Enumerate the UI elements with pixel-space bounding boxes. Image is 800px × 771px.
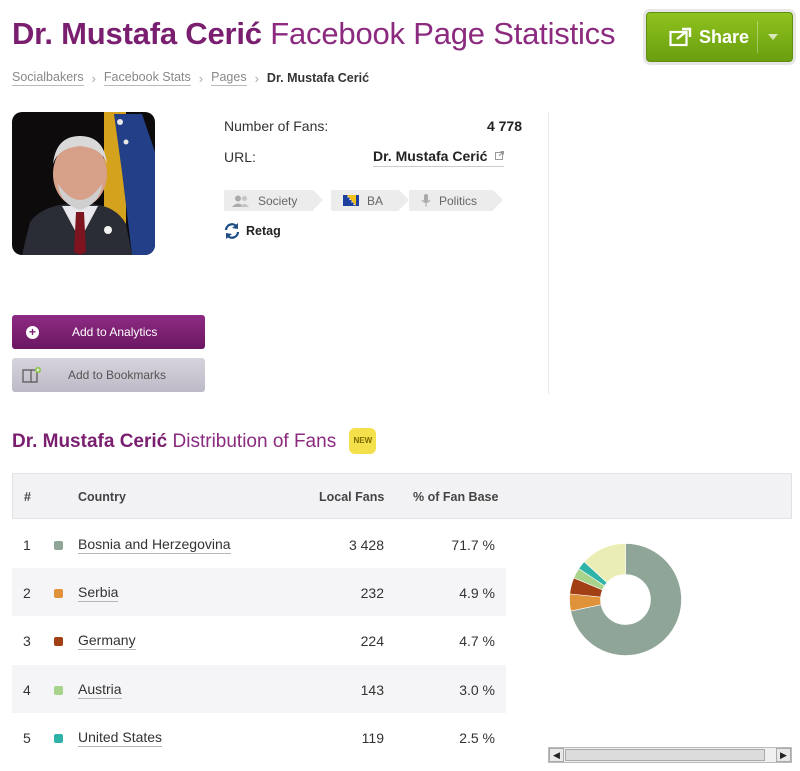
bookmark-icon <box>22 367 41 383</box>
row-rank: 4 <box>23 682 31 698</box>
row-local-fans: 119 <box>361 730 384 746</box>
chevron-down-icon[interactable] <box>768 34 778 40</box>
retag-label: Retag <box>246 224 281 238</box>
avatar <box>12 112 155 255</box>
row-fan-base-pct: 4.7 % <box>459 633 495 649</box>
legend-swatch <box>54 637 63 646</box>
distribution-title-name: Dr. Mustafa Cerić <box>12 431 168 452</box>
legend-swatch <box>54 686 63 695</box>
page-url-link[interactable]: Dr. Mustafa Cerić <box>373 148 505 167</box>
fans-label: Number of Fans: <box>224 118 329 134</box>
refresh-icon <box>224 223 240 239</box>
row-rank: 1 <box>23 537 31 553</box>
add-to-bookmarks-label: Add to Bookmarks <box>68 368 167 382</box>
tag-country-label: BA <box>367 193 384 208</box>
plus-icon: + <box>26 325 39 339</box>
share-label: Share <box>699 26 750 47</box>
external-link-icon <box>495 151 505 160</box>
chevron-right-icon: › <box>198 70 204 86</box>
breadcrumb-current: Dr. Mustafa Cerić <box>266 71 370 85</box>
column-rank: # <box>24 490 31 504</box>
row-local-fans: 3 428 <box>348 537 384 553</box>
tag-politics-label: Politics <box>439 193 478 208</box>
table-row: 5 United States 119 2.5 % <box>12 713 506 761</box>
row-country-link[interactable]: Serbia <box>78 584 119 602</box>
legend-swatch <box>54 734 63 743</box>
breadcrumb-facebook-stats[interactable]: Facebook Stats <box>103 70 191 86</box>
chevron-right-icon: › <box>91 70 96 86</box>
table-row: 2 Serbia 232 4.9 % <box>12 568 506 616</box>
row-local-fans: 143 <box>360 682 384 698</box>
tag-politics[interactable]: Politics <box>409 190 504 211</box>
row-local-fans: 224 <box>360 633 384 649</box>
scrollbar-thumb[interactable] <box>565 749 765 761</box>
add-to-bookmarks-button[interactable]: Add to Bookmarks <box>12 358 205 392</box>
fans-count: 4 778 <box>486 118 522 134</box>
page-title-suffix: Facebook Page Statistics <box>270 16 616 51</box>
page-url-text: Dr. Mustafa Cerić <box>373 148 488 164</box>
page-title: Dr. Mustafa Cerić Facebook Page Statisti… <box>12 14 615 54</box>
microphone-icon <box>421 194 431 207</box>
add-to-analytics-label: Add to Analytics <box>72 325 158 339</box>
share-icon <box>669 27 692 47</box>
legend-swatch <box>54 541 63 550</box>
column-fan-base-pct: % of Fan Base <box>413 490 499 504</box>
users-icon <box>232 195 249 207</box>
page-title-name: Dr. Mustafa Cerić <box>12 16 262 51</box>
row-fan-base-pct: 2.5 % <box>459 730 495 746</box>
breadcrumb: Socialbakers › Facebook Stats › Pages › … <box>12 70 369 86</box>
share-divider <box>757 21 758 53</box>
new-badge: NEW <box>349 428 377 454</box>
row-local-fans: 232 <box>360 585 384 601</box>
column-local-fans: Local Fans <box>319 490 385 504</box>
breadcrumb-pages[interactable]: Pages <box>211 70 247 86</box>
column-country: Country <box>78 490 126 504</box>
distribution-title: Dr. Mustafa Cerić Distribution of Fans N… <box>12 428 377 454</box>
breadcrumb-socialbakers[interactable]: Socialbakers <box>12 70 84 86</box>
legend-swatch <box>54 589 63 598</box>
scroll-left-icon[interactable]: ◀ <box>549 748 564 762</box>
donut-slice-other <box>583 543 626 584</box>
row-rank: 2 <box>23 585 31 601</box>
tag-society-label: Society <box>258 193 298 208</box>
row-country-link[interactable]: United States <box>78 729 163 747</box>
section-divider <box>548 112 549 394</box>
row-country-link[interactable]: Germany <box>78 632 136 650</box>
row-fan-base-pct: 71.7 % <box>451 537 495 553</box>
chevron-right-icon: › <box>254 70 259 86</box>
share-button[interactable]: Share <box>646 12 793 62</box>
distribution-title-suffix: Distribution of Fans <box>172 431 337 452</box>
donut-slice-bosnia-and-herzegovina <box>570 543 682 656</box>
row-country-link[interactable]: Bosnia and Herzegovina <box>78 536 231 554</box>
row-rank: 5 <box>23 730 31 746</box>
row-fan-base-pct: 4.9 % <box>459 585 495 601</box>
tag-country[interactable]: BA <box>331 190 410 211</box>
table-row: 1 Bosnia and Herzegovina 3 428 71.7 % <box>12 520 506 568</box>
table-row: 4 Austria 143 3.0 % <box>12 665 506 713</box>
flag-icon <box>343 195 359 206</box>
fan-distribution-donut-chart <box>569 543 682 656</box>
add-to-analytics-button[interactable]: + Add to Analytics <box>12 315 205 349</box>
table-header: # Country Local Fans % of Fan Base <box>12 473 792 519</box>
row-fan-base-pct: 3.0 % <box>459 682 495 698</box>
table-row: 3 Germany 224 4.7 % <box>12 616 506 664</box>
horizontal-scrollbar[interactable]: ◀ ▶ <box>548 747 792 763</box>
row-country-link[interactable]: Austria <box>78 681 122 699</box>
tag-society[interactable]: Society <box>224 190 324 211</box>
row-rank: 3 <box>23 633 31 649</box>
url-label: URL: <box>224 149 256 165</box>
retag-button[interactable]: Retag <box>224 223 281 239</box>
scroll-right-icon[interactable]: ▶ <box>776 748 791 762</box>
